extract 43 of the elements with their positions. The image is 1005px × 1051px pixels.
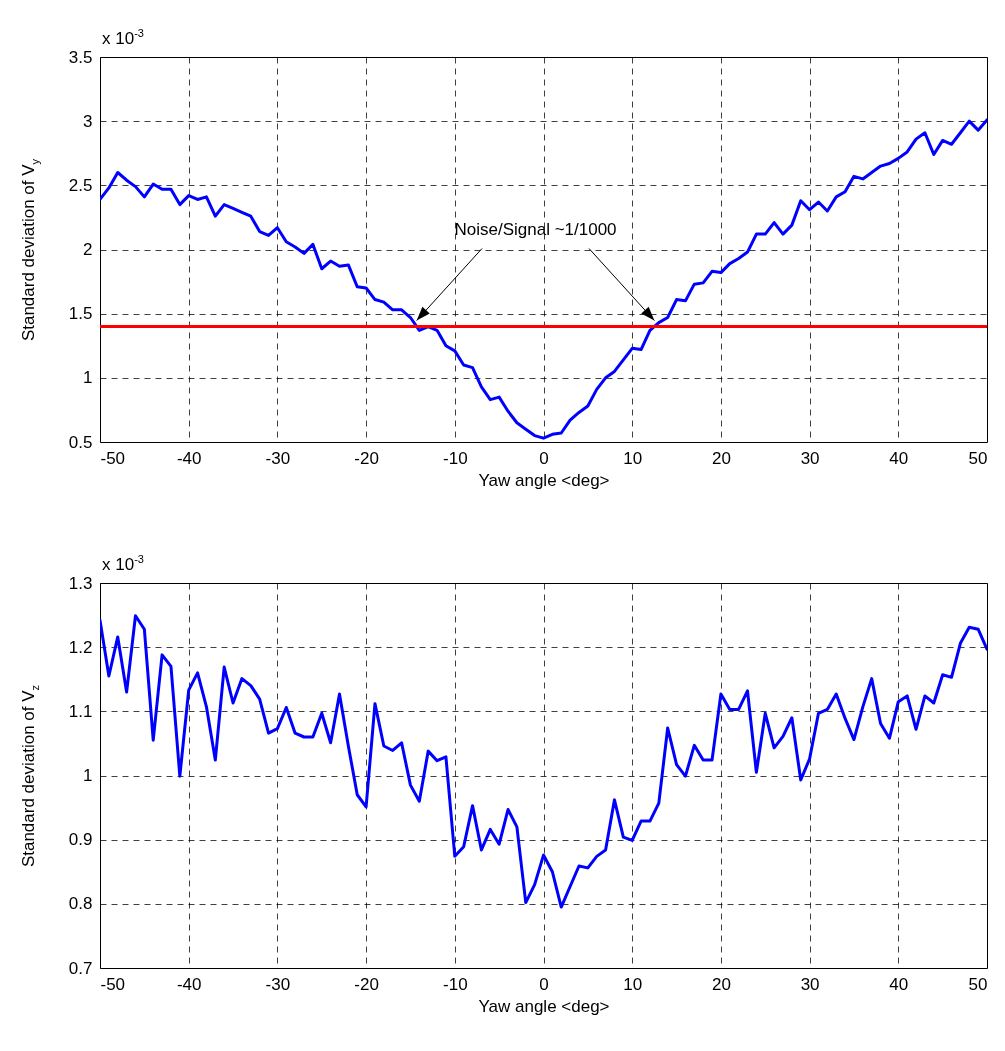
x-tick-label: 40 xyxy=(889,448,909,468)
x-tick-label: 50 xyxy=(968,974,988,994)
x-tick-label: 20 xyxy=(711,448,731,468)
x-tick-label: -20 xyxy=(354,448,379,468)
y-tick-label: 1 xyxy=(83,766,93,785)
text: x 10$^{-3}$ xyxy=(102,553,144,575)
x-tick-label: 10 xyxy=(623,974,643,994)
y-tick-label: 0.5 xyxy=(68,432,93,452)
y-tick-label: 2 xyxy=(83,240,93,259)
x-tick-label: 30 xyxy=(800,974,820,994)
x-tick-label: 50 xyxy=(968,448,988,468)
x-tick-label: -40 xyxy=(176,448,202,468)
x-tick-label: 10 xyxy=(623,448,643,468)
x-axis-title: Yaw angle <deg> xyxy=(478,996,610,1016)
y-tick-label: 0.9 xyxy=(68,830,93,850)
y-tick-label: 1.5 xyxy=(68,304,93,324)
y-tick-label: 1.3 xyxy=(68,573,93,593)
ref-line-label: Noise/Signal ~1/1000 xyxy=(454,219,617,239)
x-tick-label: 0 xyxy=(539,974,549,994)
x-tick-label: -40 xyxy=(176,974,202,994)
x-tick-label: -10 xyxy=(443,448,468,468)
line-series xyxy=(100,118,987,440)
y-tick-label: 0.7 xyxy=(68,958,93,978)
line-series xyxy=(100,614,987,909)
x-tick-label: 30 xyxy=(800,448,820,468)
x-tick-label: -30 xyxy=(265,974,291,994)
y-tick-label: 1.2 xyxy=(68,637,93,657)
x-tick-label: 20 xyxy=(711,974,731,994)
x-tick-label: 0 xyxy=(539,448,549,468)
x-tick-label: 40 xyxy=(889,974,909,994)
y-tick-label: 0.8 xyxy=(68,894,93,914)
x-tick-label: -50 xyxy=(100,448,126,468)
y-tick-label: 1.1 xyxy=(68,701,93,721)
x-tick-label: -20 xyxy=(354,974,379,994)
y-tick-label: 1 xyxy=(83,368,93,388)
y-tick-label: 3 xyxy=(83,111,93,131)
x-tick-label: -50 xyxy=(100,974,126,994)
x-tick-label: -30 xyxy=(265,448,291,468)
y-tick-label: 3.5 xyxy=(68,47,93,67)
y-tick-label: 2.5 xyxy=(68,175,93,195)
text: x 10$^{-3}$ xyxy=(102,27,144,49)
x-axis-title: Yaw angle <deg> xyxy=(478,470,610,490)
x-tick-label: -10 xyxy=(443,974,468,994)
